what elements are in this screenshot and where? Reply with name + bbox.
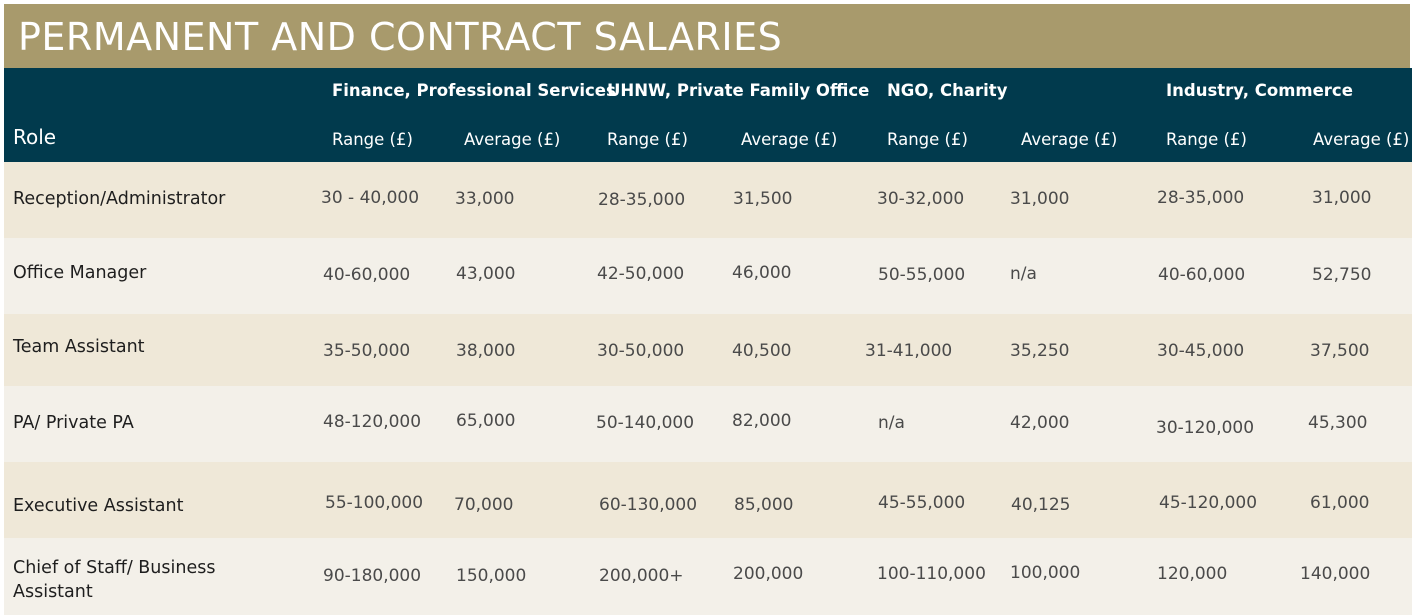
average-value: 31,000 [1312, 188, 1372, 208]
average-value: 46,000 [732, 263, 792, 283]
range-header: Range (£) [887, 130, 968, 149]
range-value: 40-60,000 [1158, 265, 1246, 285]
role-name: Executive Assistant [13, 496, 184, 516]
average-value: 100,000 [1010, 563, 1081, 583]
group-industry-label: Industry, Commerce [1166, 81, 1353, 100]
range-value: 50-140,000 [596, 413, 695, 433]
range-header: Range (£) [332, 130, 413, 149]
average-value: 140,000 [1300, 564, 1371, 584]
group-finance-label: Finance, Professional Services [332, 81, 616, 100]
range-value: 50-55,000 [878, 265, 966, 285]
range-value: 31-41,000 [865, 341, 953, 361]
average-value: 31,500 [733, 189, 793, 209]
average-value: 33,000 [455, 189, 515, 209]
role-name: Reception/Administrator [13, 189, 226, 209]
group-uhnw-label: UHNW, Private Family Office [607, 81, 870, 100]
average-value: 200,000 [733, 564, 804, 584]
role-name: Team Assistant [13, 337, 145, 357]
range-value: 60-130,000 [599, 495, 698, 515]
range-value: 90-180,000 [323, 566, 422, 586]
average-value: 65,000 [456, 411, 516, 431]
average-header: Average (£) [741, 130, 838, 149]
table-row: Office Manager 40-60,000 43,000 42-50,00… [4, 238, 1412, 314]
average-value: 70,000 [454, 495, 514, 515]
average-value: 45,300 [1308, 413, 1368, 433]
table-row: Chief of Staff/ Business Assistant 90-18… [4, 538, 1412, 615]
average-value: 40,500 [732, 341, 792, 361]
average-header: Average (£) [1021, 130, 1118, 149]
range-value: 30 - 40,000 [321, 188, 420, 208]
average-value: 85,000 [734, 495, 794, 515]
range-value: 120,000 [1157, 564, 1228, 584]
table-row: Executive Assistant 55-100,000 70,000 60… [4, 462, 1412, 538]
range-value: 30-120,000 [1156, 418, 1255, 438]
role-name: Chief of Staff/ Business Assistant [13, 558, 216, 602]
average-value: 40,125 [1011, 495, 1071, 515]
average-header: Average (£) [464, 130, 561, 149]
range-value: 30-45,000 [1157, 341, 1245, 361]
average-value: 35,250 [1010, 341, 1070, 361]
average-value: n/a [1010, 264, 1037, 284]
range-value: 30-50,000 [597, 341, 685, 361]
range-value: 28-35,000 [1157, 188, 1245, 208]
range-value: 35-50,000 [323, 341, 411, 361]
range-value: 28-35,000 [598, 190, 686, 210]
average-value: 42,000 [1010, 413, 1070, 433]
average-value: 52,750 [1312, 265, 1372, 285]
range-value: 30-32,000 [877, 189, 965, 209]
average-value: 150,000 [456, 566, 527, 586]
table-row: Reception/Administrator 30 - 40,000 33,0… [4, 162, 1412, 238]
range-value: 100-110,000 [877, 564, 986, 584]
average-value: 38,000 [456, 341, 516, 361]
average-value: 37,500 [1310, 341, 1370, 361]
range-value: n/a [878, 413, 905, 433]
range-value: 40-60,000 [323, 265, 411, 285]
role-name: Office Manager [13, 263, 147, 283]
title-bar: PERMANENT AND CONTRACT SALARIES [4, 4, 1410, 68]
group-ngo-label: NGO, Charity [887, 81, 1008, 100]
average-value: 43,000 [456, 264, 516, 284]
table-row: Team Assistant 35-50,000 38,000 30-50,00… [4, 314, 1412, 386]
page-title: PERMANENT AND CONTRACT SALARIES [18, 15, 783, 59]
range-value: 55-100,000 [325, 493, 424, 513]
range-value: 45-55,000 [878, 493, 966, 513]
range-value: 42-50,000 [597, 264, 685, 284]
table-header: Finance, Professional Services UHNW, Pri… [4, 68, 1412, 162]
range-value: 200,000+ [599, 566, 684, 586]
average-header: Average (£) [1313, 130, 1410, 149]
range-value: 48-120,000 [323, 412, 422, 432]
average-value: 82,000 [732, 411, 792, 431]
average-value: 61,000 [1310, 493, 1370, 513]
range-value: 45-120,000 [1159, 493, 1258, 513]
table-row: PA/ Private PA 48-120,000 65,000 50-140,… [4, 386, 1412, 462]
role-column-header: Role [13, 125, 57, 149]
range-header: Range (£) [1166, 130, 1247, 149]
average-value: 31,000 [1010, 189, 1070, 209]
role-name: PA/ Private PA [13, 413, 134, 433]
range-header: Range (£) [607, 130, 688, 149]
